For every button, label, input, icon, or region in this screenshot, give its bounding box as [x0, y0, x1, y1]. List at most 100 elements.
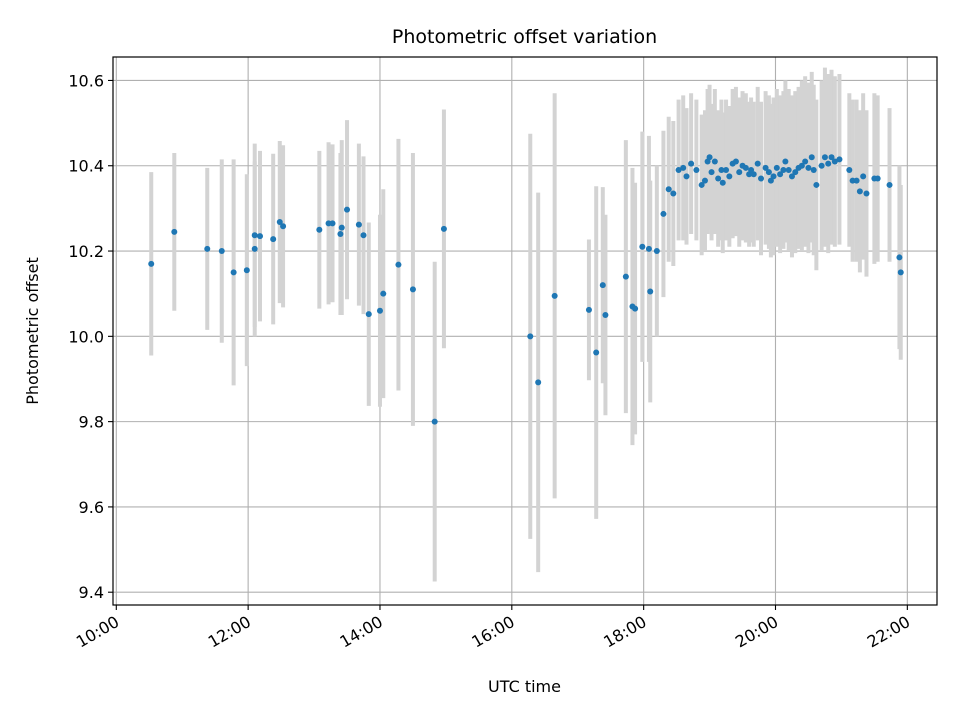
data-point [711, 158, 718, 165]
data-point [754, 160, 761, 167]
data-point [770, 173, 777, 180]
data-point [675, 167, 682, 174]
data-point [818, 162, 825, 169]
data-point [218, 248, 225, 255]
data-point [653, 248, 660, 255]
data-point [365, 311, 372, 318]
data-point [693, 167, 700, 174]
data-point [344, 206, 351, 213]
data-point [270, 236, 277, 243]
data-point [736, 169, 743, 176]
data-point [243, 267, 250, 274]
data-point [715, 175, 722, 182]
data-point [593, 349, 600, 356]
data-point [376, 307, 383, 314]
data-point [785, 167, 792, 174]
data-point [647, 288, 654, 295]
data-point [665, 186, 672, 193]
data-point [860, 173, 867, 180]
data-point [782, 158, 789, 165]
y-tick-label: 10.2 [68, 242, 104, 261]
data-point [670, 190, 677, 197]
data-point [798, 162, 805, 169]
data-point [726, 173, 733, 180]
y-tick-label: 9.8 [79, 413, 104, 432]
data-point [828, 154, 835, 161]
data-point [805, 164, 812, 171]
data-point [602, 312, 609, 319]
y-tick-label: 10.0 [68, 327, 104, 346]
data-point [863, 190, 870, 197]
data-point [337, 230, 344, 237]
data-point [821, 154, 828, 161]
data-point [171, 228, 178, 235]
data-point [853, 177, 860, 184]
y-tick-label: 9.6 [79, 498, 104, 517]
chart-title: Photometric offset variation [392, 26, 657, 48]
data-point [257, 233, 264, 240]
data-point [395, 261, 402, 268]
data-point [316, 226, 323, 233]
data-point [874, 175, 881, 182]
data-point [701, 177, 708, 184]
data-point [732, 158, 739, 165]
data-point [230, 269, 237, 276]
data-point [551, 292, 558, 299]
data-point [780, 167, 787, 174]
data-point [355, 221, 362, 228]
data-point [813, 181, 820, 188]
data-point [688, 160, 695, 167]
data-point [802, 158, 809, 165]
data-point [757, 175, 764, 182]
data-point [660, 210, 667, 217]
data-point [440, 225, 447, 232]
data-point [765, 169, 772, 176]
data-point [683, 173, 690, 180]
data-point [251, 245, 258, 252]
data-point [788, 173, 795, 180]
data-points [148, 154, 904, 425]
data-point [585, 306, 592, 313]
data-point [808, 154, 815, 161]
data-point [886, 181, 893, 188]
data-point [409, 286, 416, 293]
data-point [329, 220, 336, 227]
data-point [599, 282, 606, 289]
data-point [535, 379, 542, 386]
data-point [639, 243, 646, 250]
data-point [276, 219, 283, 226]
data-point [431, 418, 438, 425]
y-axis-label: Photometric offset [23, 257, 42, 405]
data-point [698, 181, 705, 188]
data-point [742, 164, 749, 171]
data-point [831, 158, 838, 165]
data-point [836, 156, 843, 163]
data-point [773, 164, 780, 171]
y-tick-label: 10.4 [68, 157, 104, 176]
y-tick-label: 9.4 [79, 583, 104, 602]
x-axis-label: UTC time [488, 677, 561, 696]
data-point [896, 254, 903, 261]
data-point [360, 232, 367, 239]
data-point [825, 160, 832, 167]
data-point [148, 260, 155, 267]
data-point [280, 223, 287, 230]
data-point [750, 171, 757, 178]
data-point [708, 169, 715, 176]
data-point [723, 167, 730, 174]
data-point [762, 164, 769, 171]
data-point [251, 232, 258, 239]
data-point [777, 171, 784, 178]
plot-frame [112, 56, 938, 606]
data-point [856, 188, 863, 195]
data-point [632, 305, 639, 312]
y-axis-ticks: 9.4 9.6 9.8 10.0 10.2 10.4 10.6 [68, 71, 113, 602]
data-point [719, 179, 726, 186]
data-point [380, 290, 387, 297]
data-point [204, 245, 211, 252]
data-point [622, 273, 629, 280]
y-tick-label: 10.6 [68, 71, 104, 90]
data-point [846, 167, 853, 174]
data-point [718, 167, 725, 174]
data-point [706, 154, 713, 161]
